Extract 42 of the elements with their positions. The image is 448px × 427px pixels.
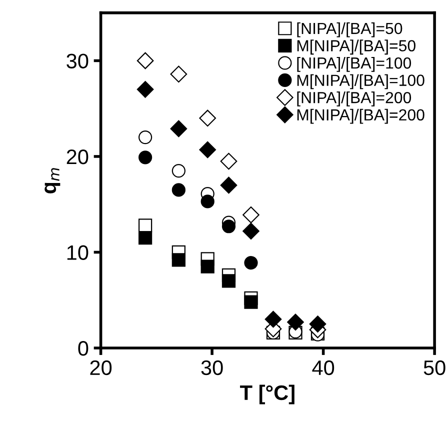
point xyxy=(138,150,152,164)
x-tick-label: 30 xyxy=(201,360,223,376)
point xyxy=(200,260,214,274)
legend-label: M[NIPA]/[BA]=50 xyxy=(297,40,416,55)
x-tick-label: 20 xyxy=(90,360,112,376)
point xyxy=(200,194,214,208)
legend-label: [NIPA]/[BA]=200 xyxy=(297,92,412,106)
point xyxy=(199,110,216,127)
point xyxy=(138,218,152,232)
point xyxy=(222,274,236,288)
point xyxy=(222,220,236,234)
point xyxy=(170,66,188,83)
point xyxy=(309,316,326,332)
legend-label: M[NIPA]/[BA]=200 xyxy=(297,108,424,124)
y-tick-label: 0 xyxy=(78,341,88,356)
point xyxy=(244,295,258,309)
legend-label: [NIPA]/[BA]=50 xyxy=(297,22,402,38)
x-tick-label: 50 xyxy=(424,360,446,376)
point xyxy=(170,120,188,138)
y-tick-label: 10 xyxy=(67,245,88,260)
point xyxy=(172,164,186,178)
point xyxy=(220,152,238,170)
point xyxy=(138,231,152,245)
x-axis-title: T [°C] xyxy=(240,384,294,404)
y-tick-label: 20 xyxy=(66,149,88,164)
point xyxy=(172,253,186,267)
point xyxy=(220,176,238,194)
point xyxy=(264,310,282,328)
y-axis-title: q$_{m}$ xyxy=(44,168,60,194)
point xyxy=(287,314,304,331)
point xyxy=(138,130,152,144)
y-tick-label: 30 xyxy=(66,54,88,68)
point xyxy=(172,183,186,197)
legend-label: [NIPA]/[BA]=100 xyxy=(297,56,412,72)
point xyxy=(136,81,154,98)
x-tick-label: 40 xyxy=(312,360,334,376)
point xyxy=(199,141,216,158)
point xyxy=(136,52,154,70)
point xyxy=(242,222,260,240)
point xyxy=(242,206,260,224)
point xyxy=(244,256,258,270)
legend-label: M[NIPA]/[BA]=100 xyxy=(297,74,424,90)
